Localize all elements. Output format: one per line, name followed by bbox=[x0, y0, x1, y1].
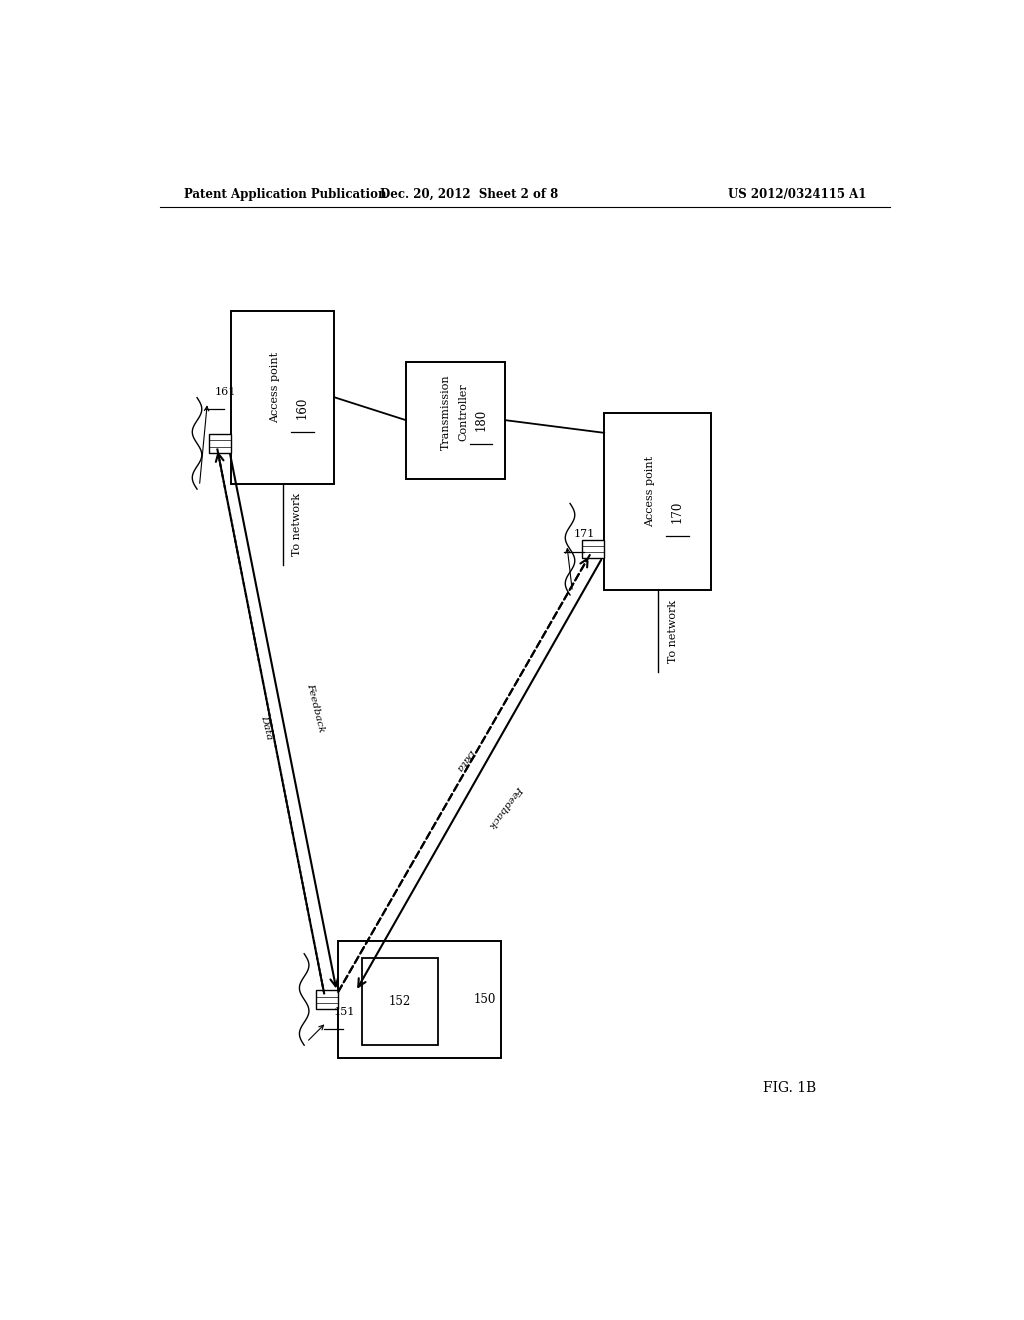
Text: Data: Data bbox=[455, 747, 476, 772]
Bar bbox=[582, 540, 604, 558]
Text: 161: 161 bbox=[214, 387, 236, 397]
Text: Access point: Access point bbox=[645, 455, 654, 527]
Text: US 2012/0324115 A1: US 2012/0324115 A1 bbox=[728, 187, 866, 201]
Bar bbox=[338, 941, 501, 1057]
Text: 170: 170 bbox=[671, 500, 684, 523]
Bar bbox=[209, 434, 231, 453]
Text: Feedback: Feedback bbox=[305, 682, 327, 734]
Text: Controller: Controller bbox=[459, 383, 468, 441]
Bar bbox=[362, 958, 437, 1044]
Text: 150: 150 bbox=[474, 993, 497, 1006]
Text: 171: 171 bbox=[574, 529, 595, 540]
Text: Data: Data bbox=[259, 714, 273, 741]
Text: FIG. 1B: FIG. 1B bbox=[763, 1081, 816, 1096]
Text: Dec. 20, 2012  Sheet 2 of 8: Dec. 20, 2012 Sheet 2 of 8 bbox=[380, 187, 558, 201]
Text: 152: 152 bbox=[389, 995, 411, 1008]
Bar bbox=[231, 312, 334, 483]
Bar bbox=[316, 990, 338, 1008]
Bar bbox=[406, 362, 505, 479]
Text: 180: 180 bbox=[474, 409, 487, 432]
Text: Transmission: Transmission bbox=[441, 374, 451, 450]
Text: Patent Application Publication: Patent Application Publication bbox=[183, 187, 386, 201]
Text: 151: 151 bbox=[334, 1007, 355, 1018]
Text: Access point: Access point bbox=[269, 351, 280, 422]
Text: 160: 160 bbox=[296, 396, 309, 418]
Text: To network: To network bbox=[668, 599, 678, 663]
Bar bbox=[604, 413, 712, 590]
Text: Feedback: Feedback bbox=[486, 784, 523, 830]
Text: To network: To network bbox=[292, 492, 302, 556]
